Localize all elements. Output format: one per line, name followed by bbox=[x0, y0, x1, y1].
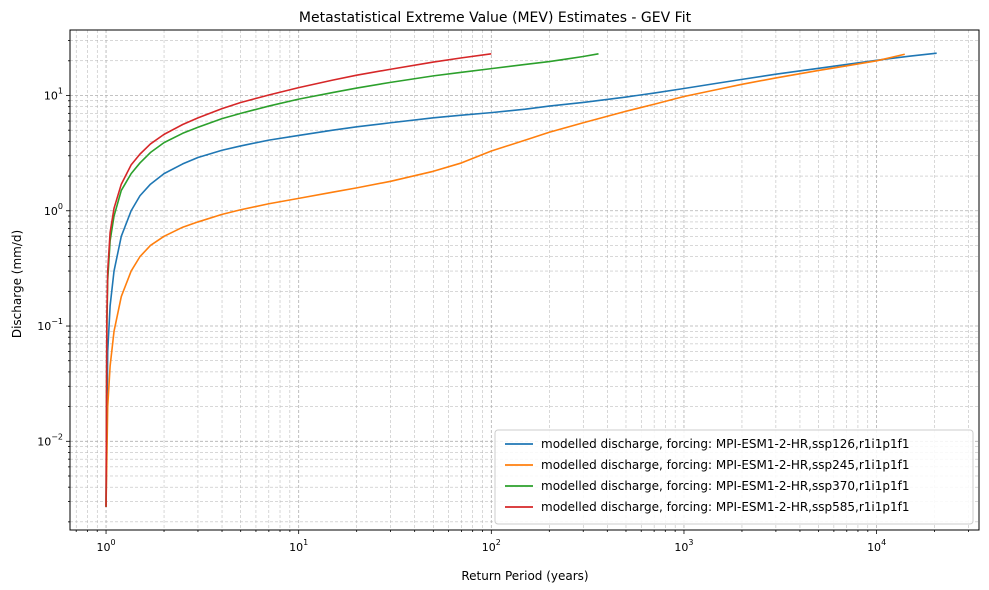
y-tick-label: 101 bbox=[44, 86, 63, 102]
series-line-4 bbox=[105, 53, 492, 507]
y-axis-label: Discharge (mm/d) bbox=[10, 230, 24, 338]
x-tick-label: 104 bbox=[867, 538, 886, 554]
legend: modelled discharge, forcing: MPI-ESM1-2-… bbox=[494, 429, 974, 525]
chart-title: Metastatistical Extreme Value (MEV) Esti… bbox=[299, 10, 692, 26]
y-tick-label: 10−2 bbox=[37, 432, 63, 448]
legend-entry: modelled discharge, forcing: MPI-ESM1-2-… bbox=[541, 479, 909, 493]
series-line-3 bbox=[105, 53, 599, 507]
series-line-1 bbox=[105, 52, 937, 507]
x-axis: 100 101 102 103 104 bbox=[96, 538, 886, 554]
legend-box bbox=[494, 429, 974, 525]
x-tick-label: 101 bbox=[289, 538, 308, 554]
x-tick-label: 100 bbox=[96, 538, 115, 554]
series-layer bbox=[105, 52, 937, 507]
x-axis-label: Return Period (years) bbox=[461, 569, 588, 583]
y-axis: 10−2 10−1 100 101 bbox=[37, 86, 63, 448]
x-tick-label: 103 bbox=[674, 538, 693, 554]
plot-frame bbox=[69, 29, 980, 531]
y-tick-label: 100 bbox=[44, 202, 63, 218]
legend-entry: modelled discharge, forcing: MPI-ESM1-2-… bbox=[541, 500, 909, 514]
legend-entry: modelled discharge, forcing: MPI-ESM1-2-… bbox=[541, 458, 909, 472]
y-tick-label: 10−1 bbox=[37, 317, 63, 333]
x-tick-label: 102 bbox=[482, 538, 501, 554]
series-line-2 bbox=[105, 53, 905, 507]
legend-entry: modelled discharge, forcing: MPI-ESM1-2-… bbox=[541, 437, 909, 451]
